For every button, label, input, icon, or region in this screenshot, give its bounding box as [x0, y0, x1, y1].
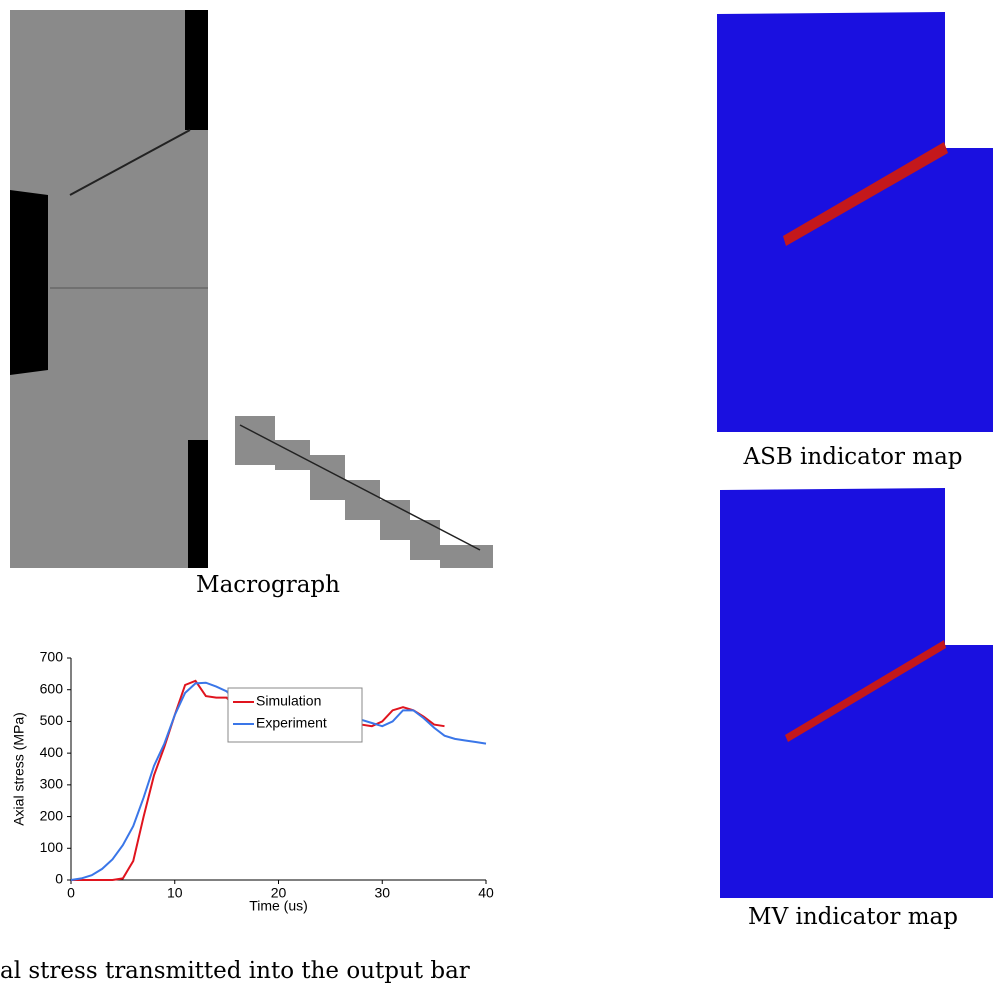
caption: MV indicator map: [748, 904, 958, 930]
caption: Macrograph: [196, 572, 340, 598]
x-tick-label: 20: [271, 885, 287, 901]
macrograph-image: [10, 10, 208, 568]
y-tick-label: 400: [40, 744, 64, 760]
x-tick-label: 40: [478, 885, 494, 901]
legend-box: [227, 687, 363, 743]
legend-label: Simulation: [256, 693, 321, 709]
line-chart: 0 100 200 300 400 500 600 700 0 10 20 30 40 Time (us)…: [11, 649, 494, 914]
y-axis-label: Axial stress (MPa): [11, 712, 27, 826]
x-tick-label: 10: [167, 885, 183, 901]
caption: ASB indicator map: [742, 444, 962, 470]
macrograph-detail: [235, 416, 493, 568]
y-tick-label: 500: [40, 712, 64, 728]
y-tick-label: 300: [40, 776, 64, 792]
y-tick-label: 600: [40, 680, 64, 696]
legend-label: Experiment: [256, 715, 327, 731]
y-tick-label: 100: [40, 839, 64, 855]
y-tick-label: 700: [40, 649, 64, 665]
x-axis-label: Time (us): [249, 898, 308, 914]
y-tick-label: 200: [40, 807, 64, 823]
asb-map: [717, 12, 993, 432]
caption: al stress transmitted into the output ba…: [0, 958, 470, 984]
mv-map: [720, 488, 993, 898]
y-tick-label: 0: [55, 871, 63, 887]
x-tick-label: 30: [374, 885, 390, 901]
x-tick-label: 0: [67, 885, 75, 901]
